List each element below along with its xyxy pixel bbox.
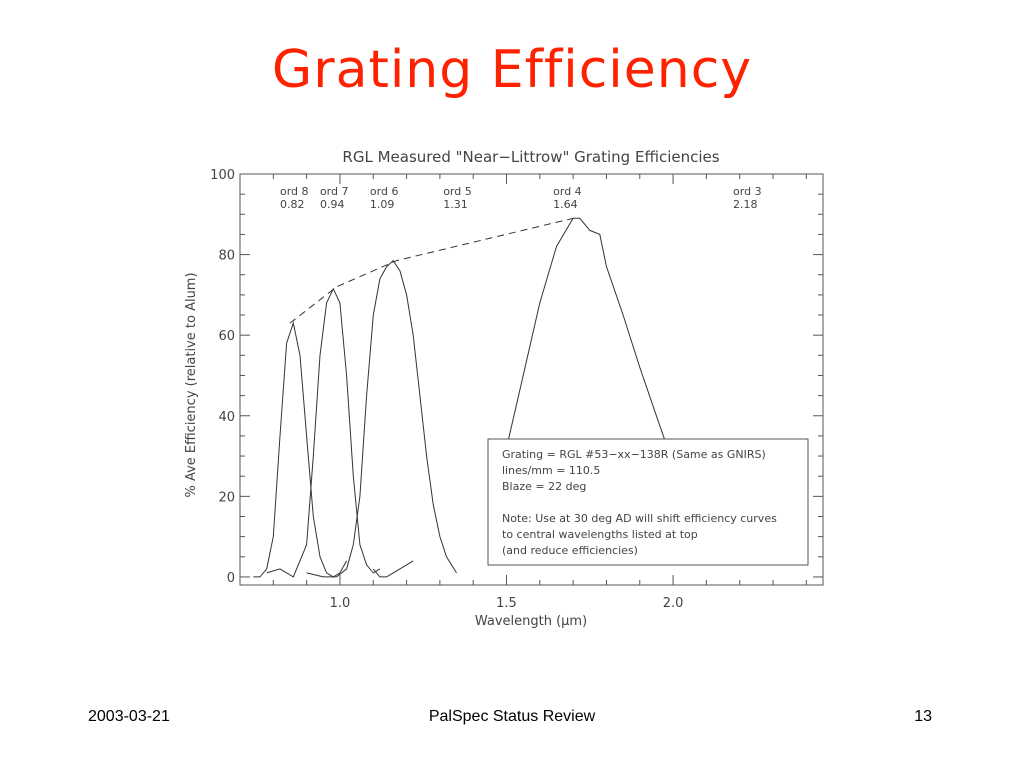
y-tick-label: 100 [210,168,235,183]
order-label: ord 7 [320,185,349,198]
annotation-text: Grating = RGL #53−xx−138R (Same as GNIRS… [502,448,777,557]
y-tick-label: 80 [218,249,235,264]
footer-date: 2003-03-21 [88,708,170,725]
x-axis-ticks: 1.0 1.5 2.0 [272,174,807,611]
efficiency-curve-2 [266,287,381,578]
annotation-box [487,438,809,566]
slide-title: Grating Efficiency [271,40,753,100]
y-axis-label: % Ave Efficiency (relative to Alum) [184,272,199,497]
efficiency-curve-3 [306,259,457,578]
order-wavelength: 0.94 [320,198,345,211]
footer-presentation-title: PalSpec Status Review [428,708,596,725]
annotation-line: Note: Use at 30 deg AD will shift effici… [502,512,777,525]
order-label: ord 4 [553,185,582,198]
annotation-line: Blaze = 22 deg [502,480,586,493]
order-wavelength: 0.82 [280,198,305,211]
order-wavelength: 1.64 [553,198,578,211]
order-label: ord 8 [280,185,309,198]
footer-page-number: 13 [914,708,932,725]
annotation-line: (and reduce efficiencies) [502,544,638,557]
plot-frame [239,173,824,586]
x-axis-label: Wavelength (μm) [475,614,587,629]
y-tick-label: 60 [218,329,235,344]
efficiency-chart: RGL Measured "Near−Littrow" Grating Effi… [184,148,824,629]
x-tick-label: 1.0 [330,596,351,611]
x-tick-label: 1.5 [496,596,517,611]
y-tick-label: 0 [227,571,235,586]
annotation-line: lines/mm = 110.5 [502,464,600,477]
y-tick-label: 20 [218,490,235,505]
efficiency-curve-1 [253,321,348,578]
annotation-line: Grating = RGL #53−xx−138R (Same as GNIRS… [502,448,766,461]
y-axis-ticks: 0 20 40 60 80 100 [210,168,823,586]
order-labels: ord 80.82 ord 70.94 ord 61.09 ord 51.31 ord … [280,185,762,211]
x-tick-label: 2.0 [663,596,684,611]
order-label: ord 5 [443,185,472,198]
order-label: ord 3 [733,185,762,198]
y-tick-label: 40 [218,410,235,425]
order-wavelength: 1.31 [443,198,468,211]
order-wavelength: 2.18 [733,198,758,211]
peak-envelope-dashed-line [289,217,574,324]
order-wavelength: 1.09 [370,198,395,211]
chart-title: RGL Measured "Near−Littrow" Grating Effi… [342,148,719,166]
efficiency-curve-4 [372,560,414,578]
annotation-line: to central wavelengths listed at top [502,528,698,541]
order-label: ord 6 [370,185,399,198]
